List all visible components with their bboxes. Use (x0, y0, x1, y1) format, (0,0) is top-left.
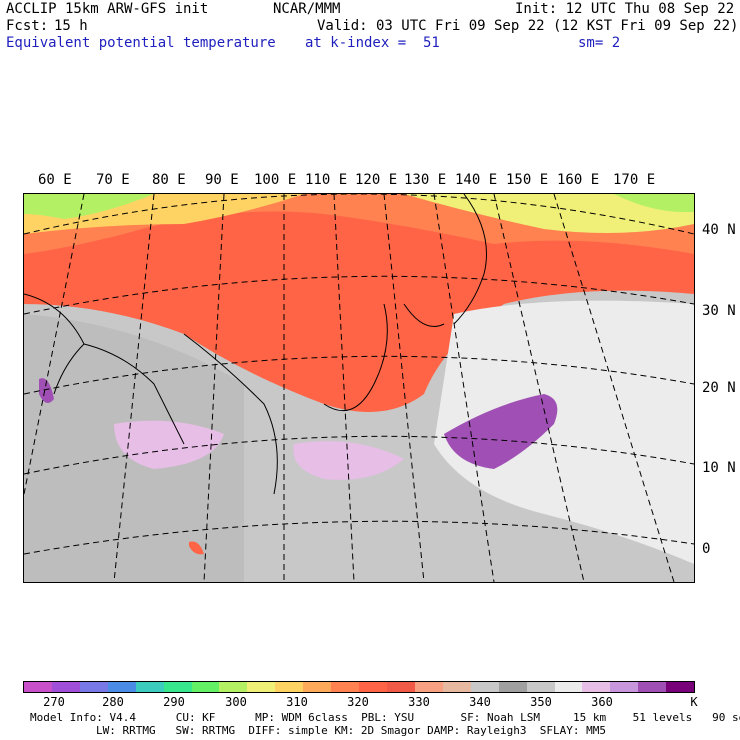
purple-cell (444, 394, 558, 469)
lon-label: 130 E (404, 172, 447, 188)
green-northeast (614, 194, 694, 213)
colorbar-swatch (526, 682, 555, 692)
lon-label: 80 E (152, 172, 186, 188)
colorbar-tick: 350 (530, 695, 552, 709)
level-index: at k-index = 51 (305, 35, 440, 51)
colorbar-swatch (219, 682, 248, 692)
lon-label: 150 E (506, 172, 549, 188)
smoothing: sm= 2 (578, 35, 621, 51)
colorbar-swatch (582, 682, 611, 692)
yellow-northeast (404, 194, 694, 233)
colorbar-swatch (163, 682, 192, 692)
org-label: NCAR/MMM (273, 1, 341, 17)
colorbar-swatch (498, 682, 527, 692)
lon-label: 110 E (305, 172, 348, 188)
lon-label: 160 E (557, 172, 600, 188)
colorbar (23, 681, 695, 693)
colorbar-swatch (470, 682, 499, 692)
colorbar-swatch (359, 682, 387, 692)
lon-label: 140 E (455, 172, 498, 188)
init-time: Init: 12 UTC Thu 08 Sep 22 (515, 1, 735, 17)
colorbar-swatch (135, 682, 164, 692)
colorbar-swatch (303, 682, 332, 692)
colorbar-swatch (275, 682, 304, 692)
warm-band (24, 194, 694, 412)
lat-label: 10 N (702, 460, 736, 476)
lon-label: 100 E (254, 172, 297, 188)
lilac-cell (293, 441, 404, 480)
forecast-label: Fcst: (6, 18, 49, 34)
coastline (23, 193, 487, 495)
map-canvas (23, 193, 695, 583)
colorbar-swatch (638, 682, 667, 692)
colorbar-swatch (414, 682, 443, 692)
colorbar-swatch (386, 682, 415, 692)
colorbar-swatch (442, 682, 471, 692)
colorbar-swatch (247, 682, 276, 692)
red-cell (189, 541, 204, 555)
colorbar-swatch (79, 682, 108, 692)
colorbar-swatch (24, 682, 52, 692)
colorbar-swatch (331, 682, 360, 692)
colorbar-swatch (666, 682, 695, 692)
colorbar-tick: 320 (347, 695, 369, 709)
colorbar-tick: 280 (102, 695, 124, 709)
purple-cell (39, 378, 54, 403)
field-name: Equivalent potential temperature (6, 35, 276, 51)
colorbar-swatch (191, 682, 220, 692)
colorbar-swatch (610, 682, 639, 692)
model-info-line2: LW: RRTMG SW: RRTMG DIFF: simple KM: 2D … (96, 724, 606, 737)
longitude-gridline (23, 193, 675, 583)
colorbar-tick: 300 (225, 695, 247, 709)
lilac-cell (114, 420, 224, 469)
valid-time: Valid: 03 UTC Fri 09 Sep 22 (12 KST Fri … (317, 18, 739, 34)
lon-label: 170 E (613, 172, 656, 188)
theta-e-map (23, 193, 695, 583)
forecast-hour: 15 h (54, 18, 88, 34)
model-info-line1: Model Info: V4.4 CU: KF MP: WDM 6class P… (30, 711, 740, 724)
colorbar-tick: 330 (408, 695, 430, 709)
green-band (24, 194, 154, 219)
colorbar-tick: 310 (286, 695, 308, 709)
colorbar-unit: K (690, 695, 698, 709)
colorbar-tick: 290 (163, 695, 185, 709)
lon-label: 60 E (38, 172, 72, 188)
colorbar-tick: 340 (469, 695, 491, 709)
lat-label: 0 (702, 541, 711, 557)
colorbar-swatch (51, 682, 80, 692)
lat-label: 30 N (702, 303, 736, 319)
lat-label: 20 N (702, 380, 736, 396)
pacific-pale (434, 300, 694, 564)
colorbar-tick: 270 (43, 695, 65, 709)
lon-label: 120 E (355, 172, 398, 188)
lat-label: 40 N (702, 222, 736, 238)
colorbar-tick: 360 (591, 695, 613, 709)
colorbar-swatch (554, 682, 583, 692)
colorbar-swatch (107, 682, 136, 692)
lon-label: 70 E (96, 172, 130, 188)
lon-label: 90 E (205, 172, 239, 188)
model-title: ACCLIP 15km ARW-GFS init (6, 1, 209, 17)
